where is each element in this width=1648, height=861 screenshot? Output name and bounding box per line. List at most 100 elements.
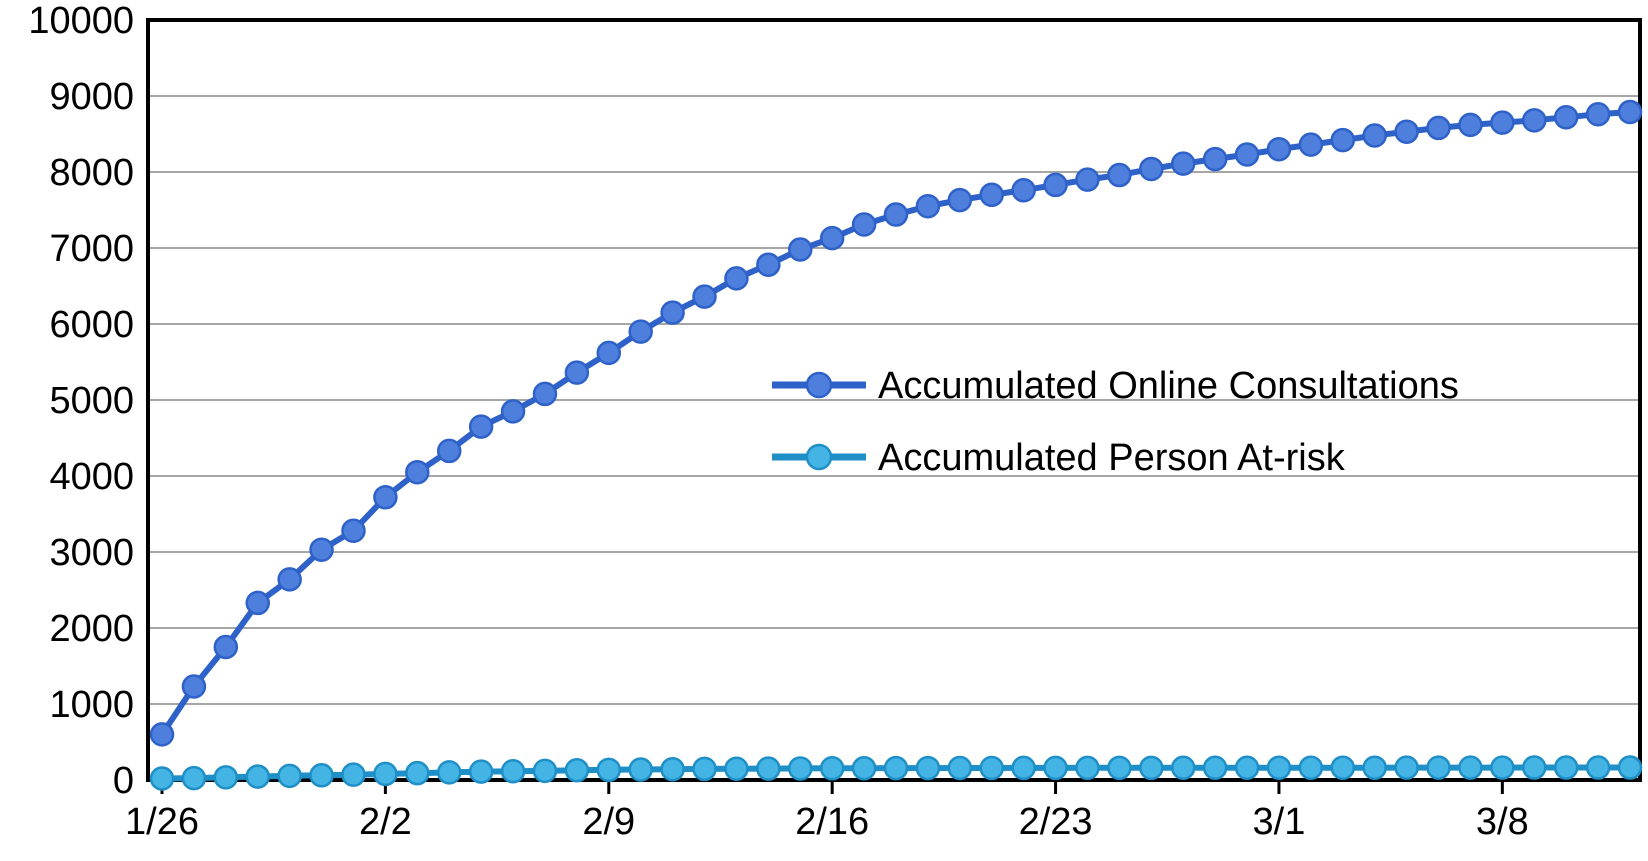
data-point (915, 755, 941, 781)
data-point (500, 759, 526, 784)
data-point (1458, 112, 1483, 138)
data-point (532, 381, 558, 407)
data-point (149, 766, 175, 791)
data-point (373, 761, 398, 787)
data-point (1011, 755, 1036, 781)
data-point (213, 765, 239, 790)
data-point (1170, 151, 1196, 176)
data-point (947, 187, 973, 213)
legend-swatch-marker (805, 443, 833, 471)
y-tick-labels: 0 1000 2000 3000 4000 5000 6000 7000 8000 9000 100… (28, 0, 134, 802)
data-point (628, 757, 653, 782)
data-point (596, 340, 622, 366)
data-point (1426, 115, 1451, 141)
data-point (851, 212, 877, 237)
data-point (1202, 146, 1228, 172)
data-point (883, 202, 909, 227)
y-tick-label: 8000 (49, 152, 134, 194)
data-point (1362, 755, 1387, 780)
data-point (1266, 755, 1292, 780)
data-point (1426, 755, 1451, 780)
data-point (181, 674, 207, 699)
data-point (1394, 119, 1419, 144)
data-point (1075, 755, 1100, 781)
y-tick-label: 0 (113, 760, 134, 802)
series-1 (149, 755, 1643, 791)
data-point (532, 758, 558, 784)
data-point (756, 252, 781, 277)
data-point (1139, 755, 1164, 781)
y-tick-label: 2000 (49, 608, 134, 650)
y-tick-label: 4000 (49, 456, 134, 498)
data-point (405, 459, 430, 485)
legend-entry: Accumulated Person At-risk (772, 437, 1346, 479)
data-point (915, 193, 941, 219)
data-point (1490, 755, 1515, 780)
data-point (947, 755, 973, 781)
data-point (1490, 110, 1515, 135)
data-point (1522, 755, 1547, 780)
data-point (1043, 755, 1068, 781)
data-point (1330, 755, 1356, 780)
data-point (277, 567, 302, 592)
data-point (1107, 755, 1132, 781)
data-point (1585, 101, 1611, 127)
data-point (1043, 172, 1068, 198)
data-point (500, 399, 526, 424)
data-point (1617, 99, 1643, 125)
data-point (1298, 755, 1324, 780)
data-point (1298, 132, 1324, 157)
y-tick-label: 7000 (49, 228, 134, 270)
data-point (1234, 142, 1260, 167)
y-tick-label: 10000 (28, 0, 134, 42)
x-tick-label: 2/16 (795, 801, 869, 843)
x-tick-label: 2/9 (582, 801, 635, 843)
y-tick-label: 5000 (49, 380, 134, 422)
data-point (181, 765, 207, 791)
gridlines (148, 95, 1640, 705)
data-point (149, 722, 175, 747)
legend-label: Accumulated Person At-risk (878, 437, 1346, 479)
data-point (213, 634, 239, 660)
data-point (309, 537, 334, 562)
data-point (883, 755, 909, 781)
data-point (851, 755, 877, 781)
data-point (979, 755, 1004, 781)
data-point (341, 518, 366, 543)
data-point (1394, 755, 1419, 780)
data-point (468, 414, 494, 439)
data-point (1107, 162, 1132, 188)
data-point (1362, 123, 1387, 148)
data-point (1553, 105, 1579, 130)
y-tick-label: 6000 (49, 304, 134, 346)
data-point (1617, 755, 1643, 780)
data-point (979, 182, 1004, 208)
series (149, 99, 1643, 791)
x-tick-label: 2/23 (1019, 801, 1093, 843)
data-point (468, 759, 494, 784)
legend-label: Accumulated Online Consultations (878, 365, 1459, 407)
data-point (277, 763, 302, 789)
data-point (1170, 755, 1196, 781)
data-point (596, 757, 622, 783)
x-tick-label: 3/1 (1253, 801, 1306, 843)
y-tick-label: 3000 (49, 532, 134, 574)
data-point (788, 237, 813, 262)
data-point (1330, 127, 1356, 153)
data-point (724, 266, 749, 291)
data-point (405, 760, 430, 786)
data-point (692, 756, 717, 782)
data-point (660, 756, 685, 782)
legend-entry: Accumulated Online Consultations (772, 365, 1459, 407)
data-point (1458, 755, 1483, 780)
data-point (564, 360, 590, 385)
data-point (564, 758, 590, 783)
data-point (660, 300, 685, 325)
x-tick-labels: 1/26 2/2 2/9 2/16 2/23 3/1 3/8 (125, 801, 1529, 843)
data-point (1266, 136, 1292, 162)
data-point (692, 284, 717, 309)
x-tick-label: 3/8 (1476, 801, 1529, 843)
data-point (1585, 755, 1611, 780)
